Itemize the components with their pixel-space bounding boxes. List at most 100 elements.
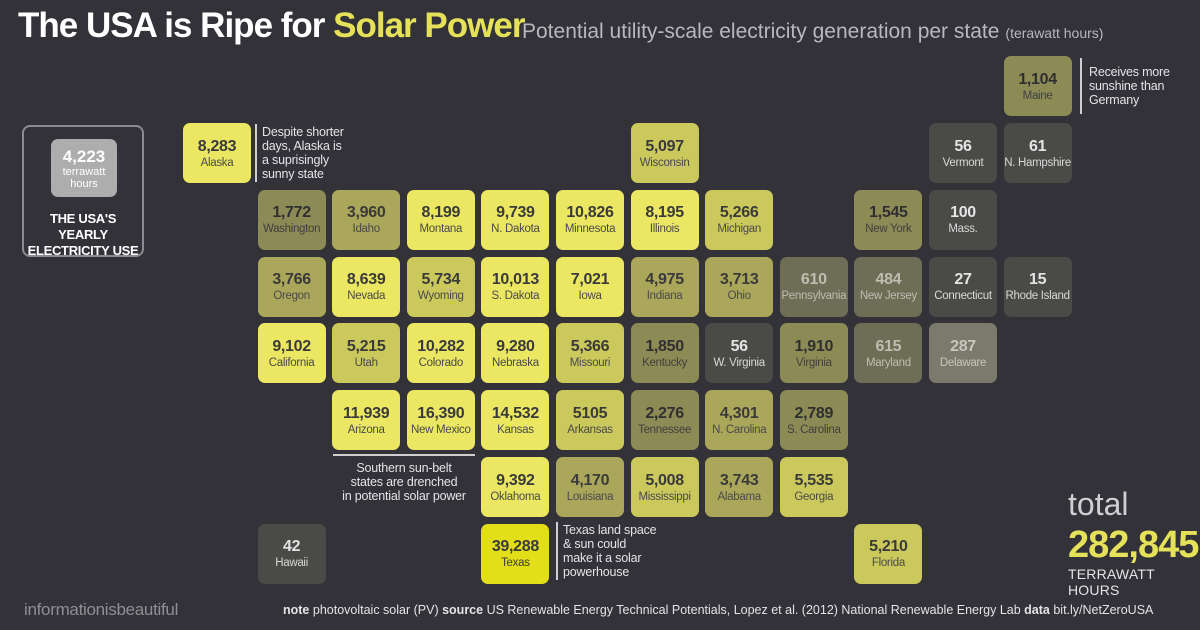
brand-logo: informationisbeautiful <box>24 600 179 619</box>
state-tile-michigan: 5,266 Michigan <box>705 189 774 250</box>
total-word: total <box>1068 486 1129 522</box>
subtitle: Potential utility-scale electricity gene… <box>522 20 1104 43</box>
state-tile-rhode-island: 15 Rhode Island <box>1003 256 1072 317</box>
state-name: Louisiana <box>566 490 614 503</box>
state-tile-kansas: 14,532 Kansas <box>481 390 550 451</box>
state-name: Arizona <box>347 423 385 436</box>
state-name: Texas <box>501 557 530 570</box>
state-value: 9,102 <box>272 337 311 355</box>
state-name: N. Carolina <box>712 423 767 436</box>
state-tile-vermont: 56 Vermont <box>929 123 997 183</box>
title-highlight: Solar Power <box>333 6 525 45</box>
state-value: 1,104 <box>1018 70 1057 88</box>
state-value: 615 <box>875 337 902 355</box>
state-name: S. Dakota <box>491 290 540 303</box>
state-tile-idaho: 3,960 Idaho <box>332 189 401 250</box>
state-value: 4,975 <box>645 271 684 289</box>
state-tile-missouri: 5,366 Missouri <box>556 323 624 384</box>
state-tile-montana: 8,199 Montana <box>406 189 475 250</box>
state-value: 10,013 <box>491 271 539 289</box>
state-value: 15 <box>1028 271 1047 289</box>
page-title: The USA is Ripe for Solar Power <box>18 6 525 45</box>
sunbelt-note-line <box>333 454 475 456</box>
alaska-note: Despite shorter days, Alaska is a supris… <box>262 125 344 181</box>
state-tile-hawaii: 42 Hawaii <box>257 523 326 584</box>
state-value: 1,545 <box>869 204 908 222</box>
state-value: 1,850 <box>645 337 684 355</box>
maine-note: Receives more sunshine than Germany <box>1089 65 1170 107</box>
state-name: Iowa <box>578 290 602 303</box>
state-name: Wisconsin <box>639 156 690 169</box>
state-tile-arkansas: 5105 Arkansas <box>556 390 624 451</box>
state-name: Alabama <box>717 490 762 503</box>
state-name: New Jersey <box>859 290 917 303</box>
state-value: 8,639 <box>346 271 386 289</box>
state-name: Alaska <box>200 156 234 169</box>
state-name: Maine <box>1022 89 1053 102</box>
state-name: Vermont <box>942 156 984 169</box>
state-value: 484 <box>875 271 902 289</box>
state-name: Idaho <box>352 223 381 236</box>
state-value: 7,021 <box>570 271 610 289</box>
state-value: 5,097 <box>645 137 684 155</box>
state-tile-arizona: 11,939 Arizona <box>332 390 401 451</box>
state-name: Maryland <box>865 356 911 369</box>
state-name: Georgia <box>794 490 834 503</box>
state-value: 4,301 <box>719 404 759 422</box>
state-tile-louisiana: 4,170 Louisiana <box>556 457 624 517</box>
state-name: Ohio <box>727 290 751 303</box>
state-tile-kentucky: 1,850 Kentucky <box>630 323 699 384</box>
total-unit: TERRAWATT HOURS <box>1068 566 1155 598</box>
state-value: 610 <box>800 271 827 289</box>
state-name: Michigan <box>717 223 761 236</box>
state-name: Nebraska <box>491 356 539 369</box>
state-name: Oklahoma <box>490 490 541 503</box>
state-value: 100 <box>950 204 976 222</box>
state-value: 1,910 <box>794 337 834 355</box>
state-tile-n-carolina: 4,301 N. Carolina <box>705 390 774 451</box>
state-tile-connecticut: 27 Connecticut <box>929 256 997 317</box>
state-value: 9,392 <box>496 471 535 489</box>
sunbelt-note: Southern sun-belt states are drenched in… <box>342 461 466 503</box>
state-name: Connecticut <box>934 290 992 303</box>
state-name: S. Carolina <box>787 423 841 436</box>
usage-unit-1: terrawatt <box>62 165 106 178</box>
state-name: Illinois <box>649 223 680 236</box>
state-value: 56 <box>954 137 972 155</box>
state-tile-california: 9,102 California <box>257 323 326 384</box>
alaska-note-line <box>255 124 257 182</box>
state-name: New York <box>865 223 912 236</box>
state-tile-maine: 1,104 Maine <box>1003 56 1072 116</box>
state-tile-s-dakota: 10,013 S. Dakota <box>481 256 550 317</box>
state-tile-alabama: 3,743 Alabama <box>705 457 774 517</box>
state-tile-new-jersey: 484 New Jersey <box>854 256 923 317</box>
state-name: Utah <box>354 356 378 369</box>
state-value: 56 <box>730 337 749 355</box>
state-name: Missouri <box>569 356 611 369</box>
state-value: 3,960 <box>346 204 386 222</box>
state-name: Pennsylvania <box>781 290 847 303</box>
state-name: Delaware <box>939 356 987 369</box>
usage-caption: THE USA'S YEARLY ELECTRICITY USE <box>27 211 139 258</box>
state-name: Mass. <box>948 223 978 236</box>
state-name: N. Hampshire <box>1004 156 1071 169</box>
footer-credits: note photovoltaic solar (PV) source US R… <box>283 603 1154 617</box>
state-tile-iowa: 7,021 Iowa <box>556 256 624 317</box>
state-value: 10,282 <box>417 337 465 355</box>
state-tile-new-york: 1,545 New York <box>854 189 923 250</box>
state-tile-pennsylvania: 610 Pennsylvania <box>779 256 848 317</box>
state-tile-indiana: 4,975 Indiana <box>630 256 699 317</box>
state-value: 5,366 <box>570 337 610 355</box>
state-value: 5,215 <box>346 337 386 355</box>
state-tile-washington: 1,772 Washington <box>257 189 326 250</box>
state-name: Hawaii <box>275 557 308 570</box>
state-tile-mass: 100 Mass. <box>929 189 997 250</box>
state-value: 9,280 <box>496 337 535 355</box>
state-value: 61 <box>1028 137 1047 155</box>
state-tile-nebraska: 9,280 Nebraska <box>481 323 550 384</box>
state-name: Indiana <box>646 290 683 303</box>
state-tile-georgia: 5,535 Georgia <box>779 457 848 517</box>
state-name: Arkansas <box>567 423 613 436</box>
state-value: 16,390 <box>417 404 465 422</box>
state-value: 8,195 <box>645 204 684 222</box>
